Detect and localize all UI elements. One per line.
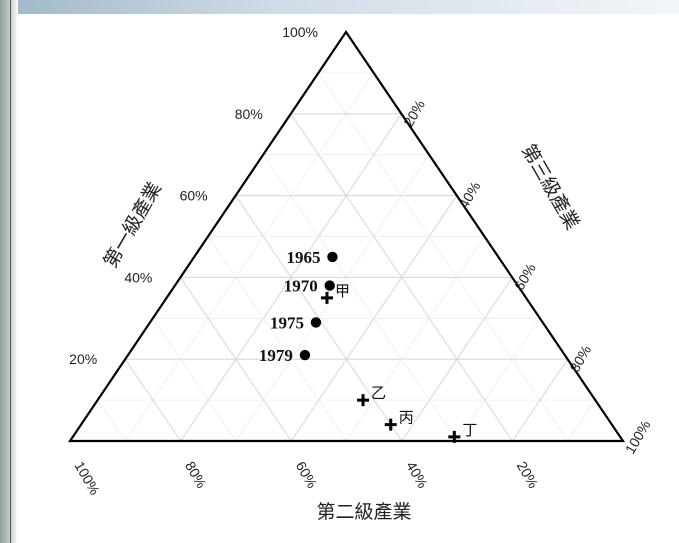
tick-label-tertiary: 80%: [566, 342, 594, 374]
gridline-secondary: [318, 72, 569, 442]
point-label-1965: 1965: [286, 248, 320, 267]
tick-label-secondary: 40%: [403, 459, 431, 491]
gridline-secondary: [97, 399, 126, 442]
point-1975: [310, 317, 322, 328]
point-甲: [320, 291, 333, 304]
background-left-strip: [0, 0, 18, 543]
triangle-outline: [67, 30, 626, 443]
point-label-1970: 1970: [284, 277, 318, 296]
point-label-乙: 乙: [371, 384, 386, 402]
gridline-secondary: [179, 277, 292, 442]
tick-label-secondary: 60%: [293, 459, 321, 491]
frame-border: [10, 0, 11, 543]
point-label-丙: 丙: [399, 409, 414, 427]
tick-label-tertiary: 20%: [400, 97, 428, 129]
point-1979: [299, 349, 311, 361]
point-label-1975: 1975: [270, 313, 304, 332]
gridline-secondary: [207, 236, 347, 442]
gridline-secondary: [124, 358, 182, 442]
tick-label-secondary: 80%: [182, 459, 210, 491]
tick-label-secondary: 20%: [514, 459, 542, 491]
tick-label-primary: 80%: [235, 106, 263, 122]
tick-label-primary: 20%: [69, 351, 97, 367]
gridline-secondary: [262, 154, 458, 442]
point-label-丁: 丁: [462, 421, 477, 439]
gridline-tertiary: [346, 236, 485, 442]
axis-title-primary: 第一級產業: [100, 178, 167, 271]
point-乙: [357, 394, 370, 407]
tick-label-secondary: 100%: [71, 459, 103, 498]
tick-label-primary: 40%: [124, 269, 152, 285]
point-1970: [324, 280, 335, 291]
gridline-tertiary: [456, 318, 541, 442]
point-丁: [448, 430, 461, 443]
gridline-tertiary: [567, 399, 596, 442]
gridline-tertiary: [511, 358, 569, 442]
axis-title-secondary: 第二級產業: [316, 501, 411, 523]
point-丙: [384, 418, 397, 431]
gridline-secondary: [152, 318, 237, 442]
point-1965: [327, 251, 338, 263]
tick-label-tertiary: 100%: [622, 417, 654, 456]
axis-title-tertiary: 第三級產業: [517, 140, 584, 233]
tick-label-tertiary: 60%: [511, 261, 539, 293]
point-label-1979: 1979: [259, 346, 293, 365]
tick-label-tertiary: 40%: [456, 179, 484, 211]
point-label-甲: 甲: [335, 282, 350, 300]
tick-label-primary: 100%: [282, 24, 318, 40]
background-top-strip: [0, 0, 679, 14]
tick-label-primary: 60%: [180, 188, 208, 204]
gridline-tertiary: [124, 72, 375, 442]
gridline-tertiary: [401, 277, 513, 442]
